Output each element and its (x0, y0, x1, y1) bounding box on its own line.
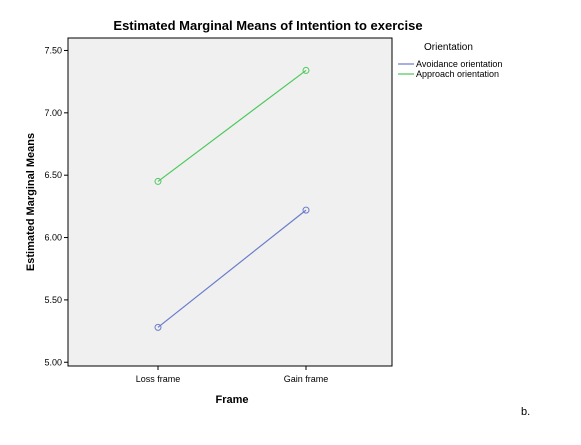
series-2-point (302, 66, 310, 74)
y-tick-label: 6.50 (44, 170, 62, 180)
chart-title: Estimated Marginal Means of Intention to… (113, 18, 422, 33)
legend-title: Orientation (424, 42, 473, 53)
y-tick-label: 7.00 (44, 108, 62, 118)
x-tick-label: Gain frame (284, 374, 329, 384)
series-1-point (302, 206, 310, 214)
x-tick-label: Loss frame (136, 374, 181, 384)
y-tick-label: 5.50 (44, 295, 62, 305)
series-1-point (154, 323, 162, 331)
series-line-2 (157, 69, 307, 182)
series-line-1 (157, 209, 307, 328)
series-layer (154, 66, 310, 331)
footer-label: b. (521, 406, 530, 418)
y-axis-ticks: 5.00 5.50 6.00 6.50 7.00 7.50 (44, 45, 68, 367)
y-tick-label: 7.50 (44, 45, 62, 55)
x-axis-title: Frame (215, 394, 248, 406)
y-tick-label: 5.00 (44, 357, 62, 367)
x-axis-ticks: Loss frame Gain frame (136, 366, 329, 384)
y-axis-title: Estimated Marginal Means (25, 133, 37, 271)
series-2-point (154, 177, 162, 185)
legend-label: Approach orientation (416, 69, 499, 79)
legend-label: Avoidance orientation (416, 59, 502, 69)
y-tick-label: 6.00 (44, 233, 62, 243)
plot-area (67, 37, 393, 367)
legend: Orientation Avoidance orientationApproac… (398, 42, 502, 79)
